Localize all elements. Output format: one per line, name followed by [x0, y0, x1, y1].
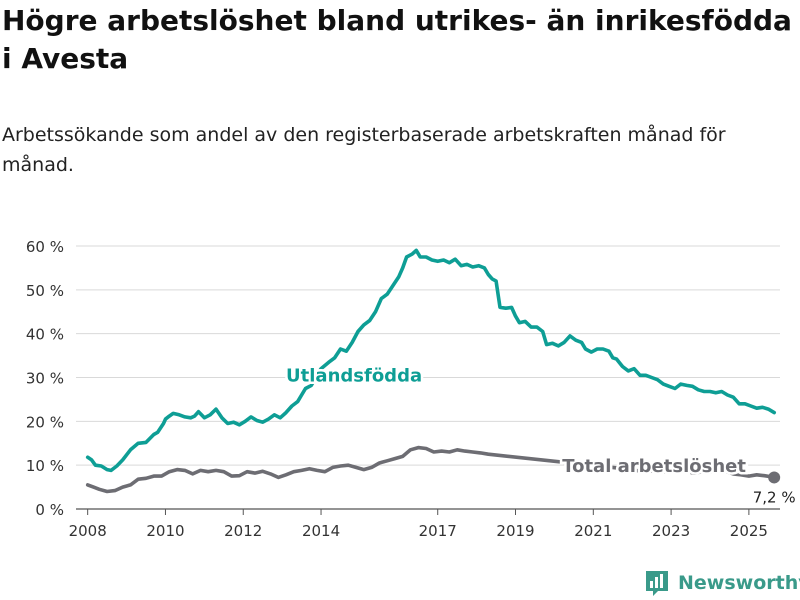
x-tick-label: 2025	[730, 522, 768, 540]
series-line-utlandsfodda	[85, 248, 776, 473]
x-tick-label: 2008	[69, 522, 107, 540]
y-tick-label: 10 %	[26, 457, 64, 475]
brand-logo: Newsworthy	[644, 566, 800, 600]
series-line-total	[85, 445, 776, 494]
y-tick-label: 20 %	[26, 413, 64, 431]
bar-chart-logo-icon	[646, 571, 668, 596]
brand-name: Newsworthy	[678, 572, 800, 594]
end-value-label: 7,2 %	[753, 489, 796, 507]
x-tick-label: 2010	[146, 522, 184, 540]
y-tick-label: 40 %	[26, 326, 64, 344]
x-tick-label: 2019	[496, 522, 534, 540]
y-tick-label: 0 %	[35, 501, 64, 519]
y-tick-label: 30 %	[26, 370, 64, 388]
y-tick-label: 60 %	[26, 238, 64, 256]
x-tick-label: 2021	[574, 522, 612, 540]
x-tick-label: 2017	[419, 522, 457, 540]
end-point-marker	[768, 471, 781, 484]
series-label: Total arbetslöshet	[562, 456, 746, 477]
chart-subtitle: Arbetssökande som andel av den registerb…	[2, 124, 726, 176]
series-label: Utlandsfödda	[286, 365, 422, 386]
y-tick-label: 50 %	[26, 282, 64, 300]
line-chart: 0 % 10 % 20 % 30 % 40 % 50 % 60 % 2008 2010 2012 2…	[26, 238, 796, 540]
x-tick-label: 2012	[224, 522, 262, 540]
x-tick-label: 2023	[652, 522, 690, 540]
chart-title: Högre arbetslöshet bland utrikes- än inr…	[2, 4, 792, 75]
x-tick-label: 2014	[302, 522, 340, 540]
